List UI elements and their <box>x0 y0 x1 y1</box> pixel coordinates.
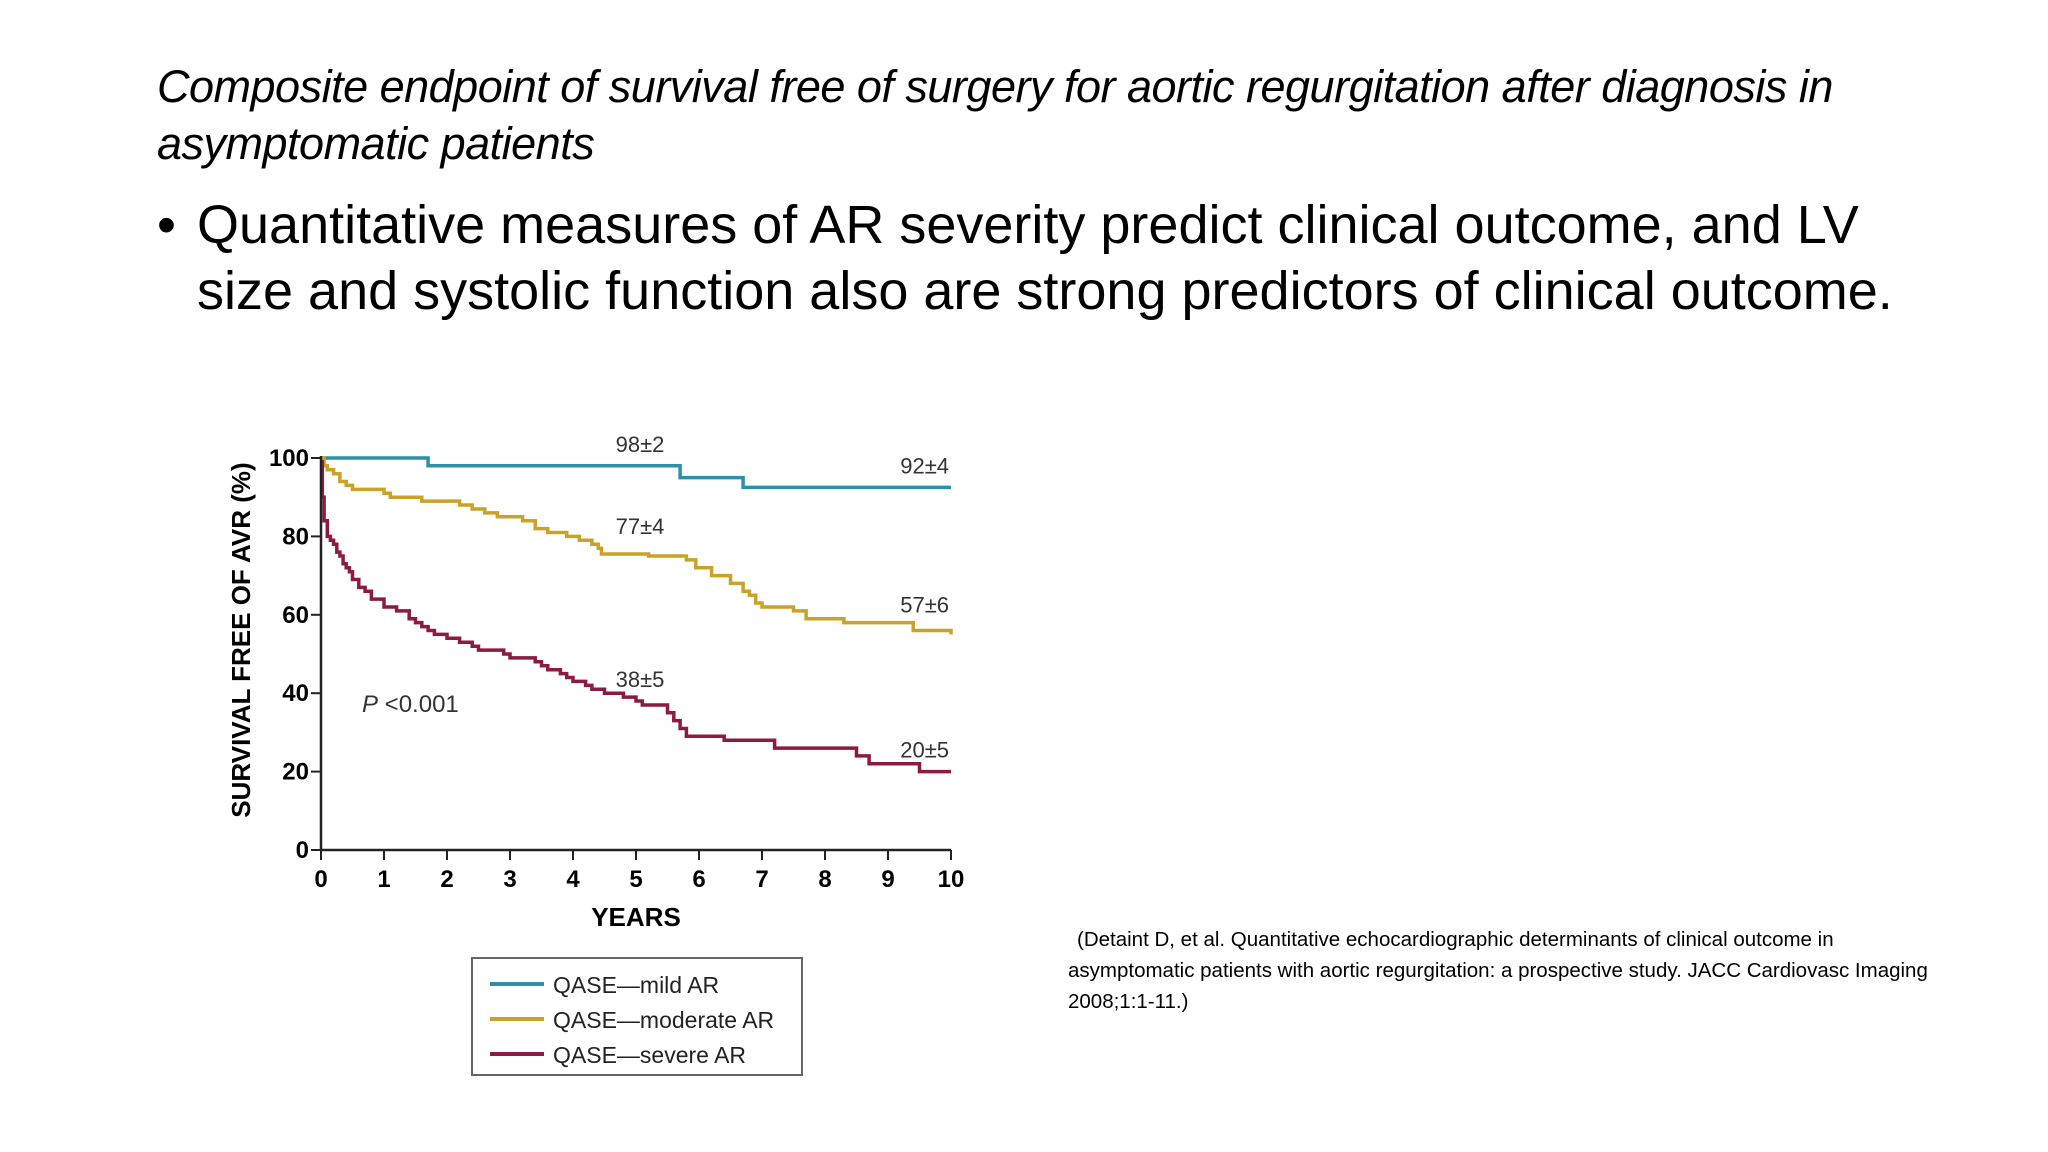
data-label-moderate-1: 57±6 <box>900 593 949 618</box>
plot-area: 98±2 92±4 77±4 57±6 38±5 20±5 <box>320 432 953 774</box>
citation-line-3: 2008;1:1-11.) <box>1068 990 1189 1013</box>
citation-line-1: (Detaint D, et al. Quantitative echocard… <box>1077 928 1834 951</box>
citation: (Detaint D, et al. Quantitative echocard… <box>1068 924 2008 1017</box>
x-tick-label: 4 <box>566 866 580 893</box>
legend-box <box>471 957 803 1076</box>
p-value-text: <0.001 <box>378 691 459 718</box>
data-label-mild-0: 98±2 <box>616 432 665 457</box>
series-line-severe <box>320 460 951 774</box>
y-tick-label: 0 <box>296 837 309 864</box>
y-tick-label: 100 <box>269 445 309 472</box>
bullet-dot-icon: • <box>157 195 176 255</box>
y-axis-label: SURVIVAL FREE OF AVR (%) <box>226 462 256 817</box>
x-tick-label: 10 <box>938 866 965 893</box>
slide-title: Composite endpoint of survival free of s… <box>157 61 1833 169</box>
x-tick-label: 5 <box>629 866 642 893</box>
series-line-mild <box>321 456 951 490</box>
x-tick-label: 9 <box>881 866 894 893</box>
chart-legend: QASE—mild AR QASE—moderate AR QASE—severe … <box>471 957 803 1076</box>
x-tick-label: 1 <box>377 866 390 893</box>
series-line-moderate <box>321 456 953 635</box>
x-tick-label: 0 <box>314 866 327 893</box>
bullet-point: • Quantitative measures of AR severity p… <box>157 192 1957 324</box>
y-tick-label: 20 <box>282 759 309 786</box>
data-label-severe-1: 20±5 <box>900 738 949 763</box>
data-label-severe-0: 38±5 <box>616 667 665 692</box>
bullet-text: Quantitative measures of AR severity pre… <box>197 195 1893 321</box>
citation-line-2: asymptomatic patients with aortic regurg… <box>1068 959 1928 982</box>
x-tick-label: 2 <box>440 866 453 893</box>
x-tick-label: 8 <box>818 866 831 893</box>
legend-label-moderate: QASE—moderate AR <box>553 1007 774 1033</box>
data-label-moderate-0: 77±4 <box>616 514 665 539</box>
x-tick-label: 6 <box>692 866 705 893</box>
x-axis-label: YEARS <box>591 902 681 932</box>
data-label-mild-1: 92±4 <box>900 453 949 478</box>
p-value-letter: P <box>362 691 378 718</box>
x-tick-label: 7 <box>755 866 768 893</box>
legend-label-mild: QASE—mild AR <box>553 972 719 998</box>
y-tick-label: 60 <box>282 602 309 629</box>
y-tick-label: 40 <box>282 680 309 707</box>
x-tick-label: 3 <box>503 866 516 893</box>
y-tick-label: 80 <box>282 523 309 550</box>
legend-label-severe: QASE—severe AR <box>553 1042 746 1068</box>
p-value: P <0.001 <box>362 691 459 718</box>
